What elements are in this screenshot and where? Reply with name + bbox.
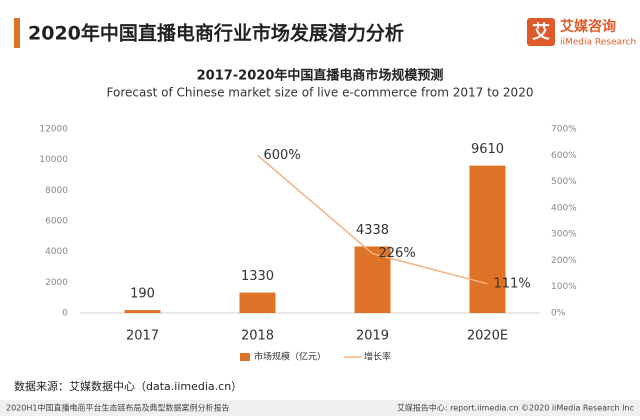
y-tick-label: 8000 — [45, 186, 68, 196]
line-value-label: 600% — [264, 148, 301, 163]
y2-tick-label: 500% — [551, 177, 577, 187]
y-tick-label: 0 — [62, 309, 68, 319]
bar — [239, 292, 276, 313]
y-tick-label: 10000 — [39, 155, 68, 165]
y2-tick-label: 600% — [551, 151, 577, 161]
chart-subtitle: Forecast of Chinese market size of live … — [107, 86, 534, 100]
legend-swatch — [240, 353, 250, 361]
logo-box — [527, 18, 555, 46]
legend-label: 增长率 — [364, 351, 391, 363]
footer-copyright: 艾媒报告中心: report.iimedia.cn ©2020 iiMedia … — [397, 403, 634, 413]
bar — [469, 165, 506, 313]
y-tick-label: 2000 — [45, 278, 68, 288]
y2-tick-label: 300% — [551, 230, 577, 240]
footer-bar — [0, 400, 640, 416]
page-title: 2020年中国直播电商行业市场发展潜力分析 — [28, 22, 404, 45]
y-tick-label: 4000 — [45, 247, 68, 257]
bar — [124, 310, 161, 313]
y-tick-label: 12000 — [39, 125, 68, 135]
growth-line — [257, 154, 488, 285]
bar-value-label: 9610 — [471, 142, 504, 157]
chart-title: 2017-2020年中国直播电商市场规模预测 — [197, 68, 444, 84]
logo-sub: iiMedia Research — [560, 38, 636, 48]
title-accent — [14, 18, 20, 48]
bar-value-label: 1330 — [241, 269, 274, 284]
y2-tick-label: 400% — [551, 203, 577, 213]
y2-tick-label: 0% — [551, 309, 566, 319]
legend-label: 市场规模（亿元） — [254, 351, 326, 363]
logo-mark: 艾 — [532, 21, 550, 43]
footer-report: 2020H1中国直播电商平台生态链布局及典型数据案例分析报告 — [6, 403, 229, 413]
y2-tick-label: 200% — [551, 256, 577, 266]
line-value-label: 111% — [494, 276, 531, 291]
x-tick-label: 2017 — [126, 329, 159, 344]
x-tick-label: 2020E — [467, 329, 508, 344]
bar-value-label: 4338 — [356, 223, 389, 238]
y2-tick-label: 100% — [551, 282, 577, 292]
source: 数据来源：艾媒数据中心（data.iimedia.cn） — [14, 379, 242, 393]
line-value-label: 226% — [379, 246, 416, 261]
x-tick-label: 2019 — [356, 329, 389, 344]
bar-value-label: 190 — [130, 287, 155, 302]
x-tick-label: 2018 — [241, 329, 274, 344]
logo-name: 艾媒咨询 — [560, 18, 616, 35]
bar — [354, 246, 391, 313]
y2-tick-label: 700% — [551, 125, 577, 135]
y-tick-label: 6000 — [45, 217, 68, 227]
